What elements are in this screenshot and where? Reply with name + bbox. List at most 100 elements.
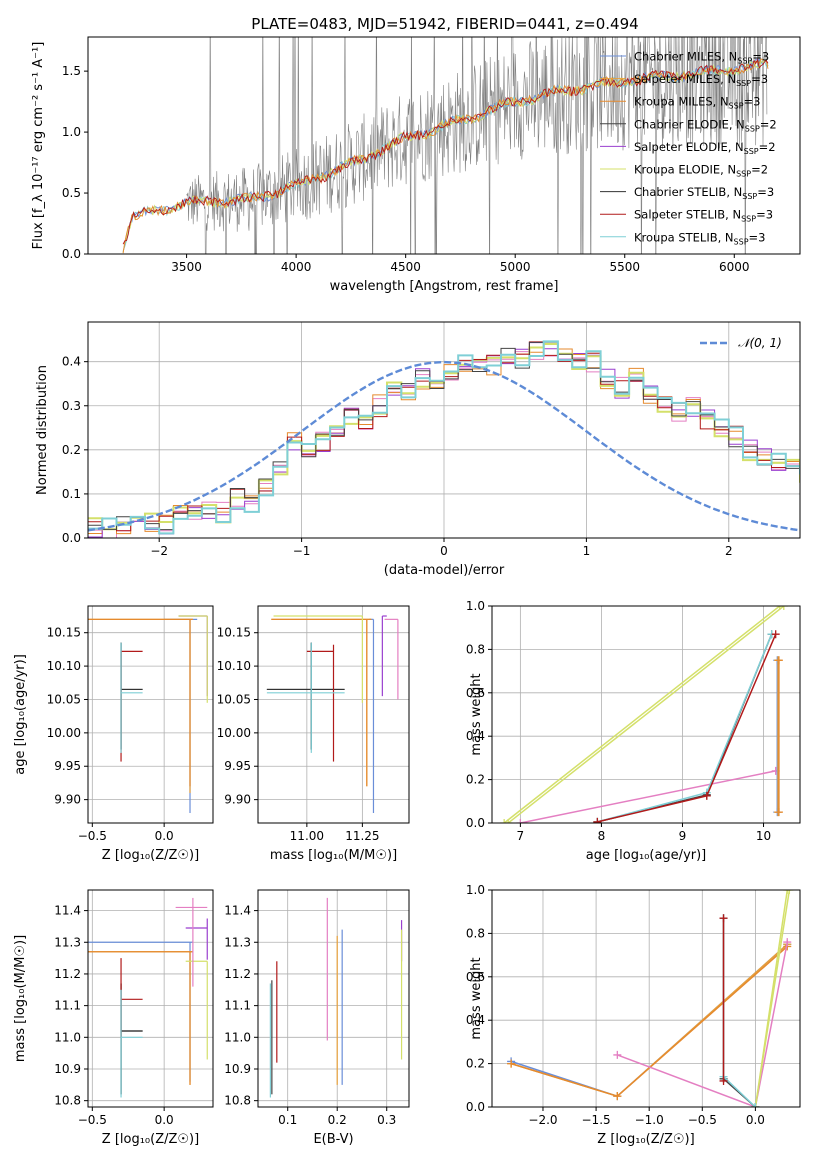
mass-vs-metallicity-panel: −0.5 0.0 10.8 10.9 11.0 11.1 11.2 11.3 11.4 Z [lo… [13,889,214,1147]
y-tick-label: 10.05 [47,692,81,706]
x-tick-label: 8 [598,829,606,843]
x-tick-label: 4500 [390,260,421,274]
legend-entry: Salpeter MILES, NSSP=3 [634,72,768,88]
mass-weight-marker [613,1050,622,1059]
spectrum-legend: Chabrier MILES, NSSP=3 Salpeter MILES, NS… [600,50,777,246]
mass-weight-marker [783,938,792,947]
y-tick-label: 10.9 [224,1062,251,1076]
y-tick-label: 11.3 [224,935,251,949]
y-tick-label: 0.1 [62,487,81,501]
y-tick-label: 10.15 [47,626,81,640]
y-tick-label: 10.8 [224,1094,251,1108]
model-spectrum-line [122,58,769,252]
mass-weight-vs-age-panel: 7 8 9 10 0.0 0.2 0.4 0.6 0.8 1.0 age [log₁₀(age/yr… [466,599,801,863]
x-axis-label: Z [log₁₀(Z/Z☉)] [102,848,199,863]
mass-weight-marker [593,817,602,823]
y-tick-label: 11.0 [54,1030,81,1044]
mass-weight-marker [774,808,783,817]
mass-weight-marker [774,656,783,665]
spectrum-panel: 3500 4000 4500 5000 5500 6000 0.0 0.5 1.0 1.5 wave… [31,36,801,294]
y-axis-label: Normed distribution [35,365,50,495]
y-tick-label: 9.95 [54,759,81,773]
y-tick-label: 0.0 [62,247,81,261]
mass-weight-line [617,941,789,1107]
x-axis-label: age [log₁₀(age/yr)] [586,848,707,863]
y-tick-label: 10.15 [217,626,251,640]
y-tick-label: 0.5 [62,186,81,200]
y-tick-label: 1.5 [62,64,81,78]
mass-weight-line [503,606,781,823]
plot-frame [87,889,214,1108]
x-tick-label: −0.5 [78,829,107,843]
plot-area [88,340,800,538]
y-tick-label: 11.2 [224,967,251,981]
x-tick-label: 0.1 [278,1113,297,1127]
mass-weight-marker [783,890,792,894]
x-tick-label: −0.5 [78,1113,107,1127]
mass-weight-marker [504,819,513,823]
mass-weight-line [507,606,785,823]
y-tick-label: 10.10 [217,659,251,673]
legend-entry: Salpeter ELODIE, NSSP=2 [634,140,776,156]
mass-weight-line [597,633,773,823]
x-tick-label: 11.00 [290,829,324,843]
x-tick-label: 9 [679,829,687,843]
y-tick-label: 11.3 [54,935,81,949]
plot-area [269,897,403,1098]
x-tick-label: −0.5 [688,1113,717,1127]
x-tick-label: −2.0 [528,1113,557,1127]
y-axis-label: Flux [f_λ 10⁻¹⁷ erg cm⁻² s⁻¹ A⁻¹] [31,42,46,250]
y-tick-label: 10.00 [217,726,251,740]
x-tick-label: −1.5 [582,1113,611,1127]
observed-spectrum-line [186,37,768,254]
mass-weight-marker [719,914,728,923]
y-axis-label: mass weight [469,673,484,755]
residual-histogram-panel: −2 −1 0 1 2 0.0 0.1 0.2 0.3 0.4 (data-model)/error… [35,321,801,578]
residual-histogram-step [88,340,800,535]
plot-area [122,37,769,254]
plot-area [507,890,794,1107]
x-tick-label: 1 [583,544,591,558]
age-vs-metallicity-panel: −0.5 0.0 9.90 9.95 10.00 10.05 10.10 10.15 Z [lo… [13,605,214,863]
plot-frame [87,36,801,255]
y-tick-label: 10.05 [217,692,251,706]
mass-weight-line [520,770,776,823]
x-tick-label: 0 [440,544,448,558]
mass-weight-marker [613,1092,622,1101]
x-axis-label: (data-model)/error [384,563,505,578]
y-tick-label: 0.8 [466,926,485,940]
legend-entry: 𝒩(0, 1) [738,336,782,350]
model-spectrum-line [122,59,769,253]
x-tick-label: 5000 [500,260,531,274]
y-tick-label: 0.0 [466,816,485,830]
y-tick-label: 1.0 [62,125,81,139]
figure-title: PLATE=0483, MJD=51942, FIBERID=0441, z=0… [251,15,638,33]
plot-frame [87,605,214,824]
y-tick-label: 0.2 [466,773,485,787]
mass-weight-line [722,918,756,1107]
x-axis-label: E(B-V) [313,1132,353,1147]
mass-weight-marker [516,819,525,823]
plot-frame [257,605,410,824]
x-tick-label: 0.3 [377,1113,396,1127]
plot-area [88,897,208,1098]
y-tick-label: 11.1 [54,999,81,1013]
y-axis-label: mass [log₁₀(M/M☉)] [13,935,28,1062]
mass-weight-marker [785,890,794,894]
y-tick-label: 0.2 [62,443,81,457]
y-tick-label: 9.90 [54,793,81,807]
x-tick-label: 2 [725,544,733,558]
legend-entry: Kroupa MILES, NSSP=3 [634,95,760,111]
age-vs-mass-panel: 11.00 11.25 9.90 9.95 10.00 10.05 10.10 10.15 ma… [217,605,410,863]
y-tick-label: 0.2 [466,1057,485,1071]
mass-vs-ebv-panel: 0.1 0.2 0.3 10.8 10.9 11.0 11.1 11.2 11.3 11.4 E(B… [224,889,410,1147]
legend-entry: Chabrier ELODIE, NSSP=2 [634,117,777,133]
mass-weight-marker [719,1076,728,1085]
x-tick-label: −1.0 [635,1113,664,1127]
plot-frame [491,605,801,824]
mass-weight-line [722,918,756,1107]
mass-weight-vs-metallicity-panel: −2.0 −1.5 −1.0 −0.5 0.0 0.0 0.2 0.4 0.6 0.8 1.0 Z [… [466,883,801,1147]
y-tick-label: 0.4 [466,1013,485,1027]
model-spectrum-line [122,58,769,245]
